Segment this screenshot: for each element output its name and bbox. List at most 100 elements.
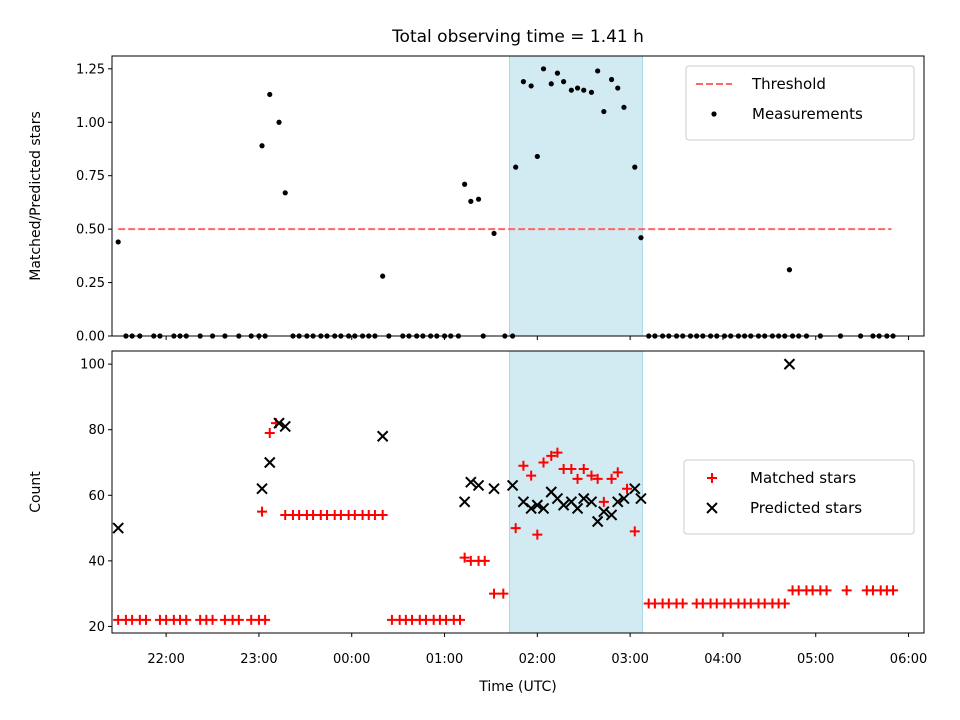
y-tick-label: 40 xyxy=(88,554,105,569)
data-point xyxy=(612,467,623,478)
legend-label: Matched stars xyxy=(750,469,856,487)
panel-1: 0.00 0.25 0.50 0.75 1.00 1.25 Matched/Predicte… xyxy=(28,55,925,345)
observing-window-shade xyxy=(508,55,644,337)
data-point xyxy=(488,483,500,495)
y-tick-label: 0.25 xyxy=(76,276,105,291)
data-point xyxy=(552,447,563,458)
data-point xyxy=(592,473,603,484)
y-axis-label: Matched/Predicted stars xyxy=(28,111,44,281)
data-point xyxy=(622,483,633,494)
x-tick-label: 00:00 xyxy=(333,652,370,667)
data-point xyxy=(786,267,793,273)
data-point xyxy=(548,81,554,87)
data-point xyxy=(475,196,482,202)
data-point xyxy=(561,79,567,85)
x-tick-label: 01:00 xyxy=(426,652,463,667)
data-point xyxy=(578,464,589,475)
data-point xyxy=(586,470,597,481)
data-point xyxy=(572,473,583,484)
data-point xyxy=(568,87,574,93)
data-point xyxy=(537,502,550,515)
legend-predicted-swatch xyxy=(706,502,718,514)
data-point xyxy=(267,91,273,98)
legend-matched-swatch xyxy=(707,473,717,483)
y-tick-label: 0.50 xyxy=(76,223,105,238)
legend-box xyxy=(685,65,915,141)
data-point xyxy=(538,457,549,468)
data-point xyxy=(526,470,537,481)
data-point xyxy=(618,492,630,505)
data-point xyxy=(591,515,604,528)
data-point xyxy=(779,598,790,609)
data-point xyxy=(260,614,271,625)
y-tick-label: 100 xyxy=(80,358,105,373)
data-point xyxy=(629,483,641,495)
data-point xyxy=(605,509,618,521)
data-point xyxy=(513,164,519,170)
x-axis-label: Time (UTC) xyxy=(478,679,556,695)
data-point xyxy=(532,529,543,540)
data-point xyxy=(264,427,275,438)
data-point xyxy=(273,417,285,429)
data-point xyxy=(489,588,500,599)
y-tick-label: 1.00 xyxy=(76,116,105,131)
axes-frame xyxy=(111,350,925,634)
data-point xyxy=(612,496,624,508)
legend-label: Threshold xyxy=(751,75,826,93)
data-point xyxy=(629,526,640,537)
data-point xyxy=(635,492,647,505)
legend: Matched stars Predicted stars xyxy=(683,459,915,535)
data-point xyxy=(479,555,490,566)
data-point xyxy=(520,79,527,85)
x-tick-label: 06:00 xyxy=(890,652,927,667)
data-point xyxy=(282,190,288,196)
series-predicted-stars xyxy=(112,358,796,534)
chart-title: Total observing time = 1.41 h xyxy=(391,27,644,47)
x-tick-label: 02:00 xyxy=(519,652,556,667)
data-point xyxy=(574,85,581,91)
data-point xyxy=(468,198,474,204)
data-point xyxy=(606,473,617,484)
data-point xyxy=(578,492,590,505)
data-point xyxy=(601,108,607,115)
data-point xyxy=(498,588,509,599)
y-tick-label: 20 xyxy=(88,620,105,635)
data-point xyxy=(465,476,477,488)
y-tick-label: 80 xyxy=(88,423,105,438)
data-point xyxy=(546,450,557,461)
data-point xyxy=(181,614,192,625)
data-point xyxy=(677,598,688,609)
x-tick-label: 03:00 xyxy=(611,652,648,667)
data-point xyxy=(540,66,547,72)
y-tick-label: 0.75 xyxy=(76,169,105,184)
data-point xyxy=(571,502,584,515)
data-point xyxy=(557,499,570,511)
x-tick-label: 23:00 xyxy=(240,652,277,667)
data-point xyxy=(888,585,899,596)
data-point xyxy=(376,430,389,442)
legend-label: Measurements xyxy=(752,105,863,123)
data-point xyxy=(462,181,468,187)
data-point xyxy=(598,496,609,507)
y-tick-label: 60 xyxy=(88,489,105,504)
panel-2: 20 40 60 80 100 22:00 23:00 00:00 01:00 02:00 03:0… xyxy=(28,350,927,695)
data-point xyxy=(279,420,291,433)
data-point xyxy=(380,273,386,279)
data-point xyxy=(257,506,268,517)
x-tick-label: 22:00 xyxy=(147,652,184,667)
data-point xyxy=(491,230,497,237)
data-point xyxy=(207,614,218,625)
data-point xyxy=(534,153,540,160)
data-point xyxy=(141,614,152,625)
data-point xyxy=(256,483,268,495)
data-point xyxy=(585,496,598,508)
data-point xyxy=(506,479,519,492)
data-point xyxy=(608,76,615,83)
legend: Threshold Measurements xyxy=(685,65,915,141)
x-tick-label: 04:00 xyxy=(704,652,741,667)
y-tick-label: 0.00 xyxy=(76,330,105,345)
data-point xyxy=(821,585,832,596)
data-point xyxy=(510,523,521,534)
data-point xyxy=(259,143,265,149)
